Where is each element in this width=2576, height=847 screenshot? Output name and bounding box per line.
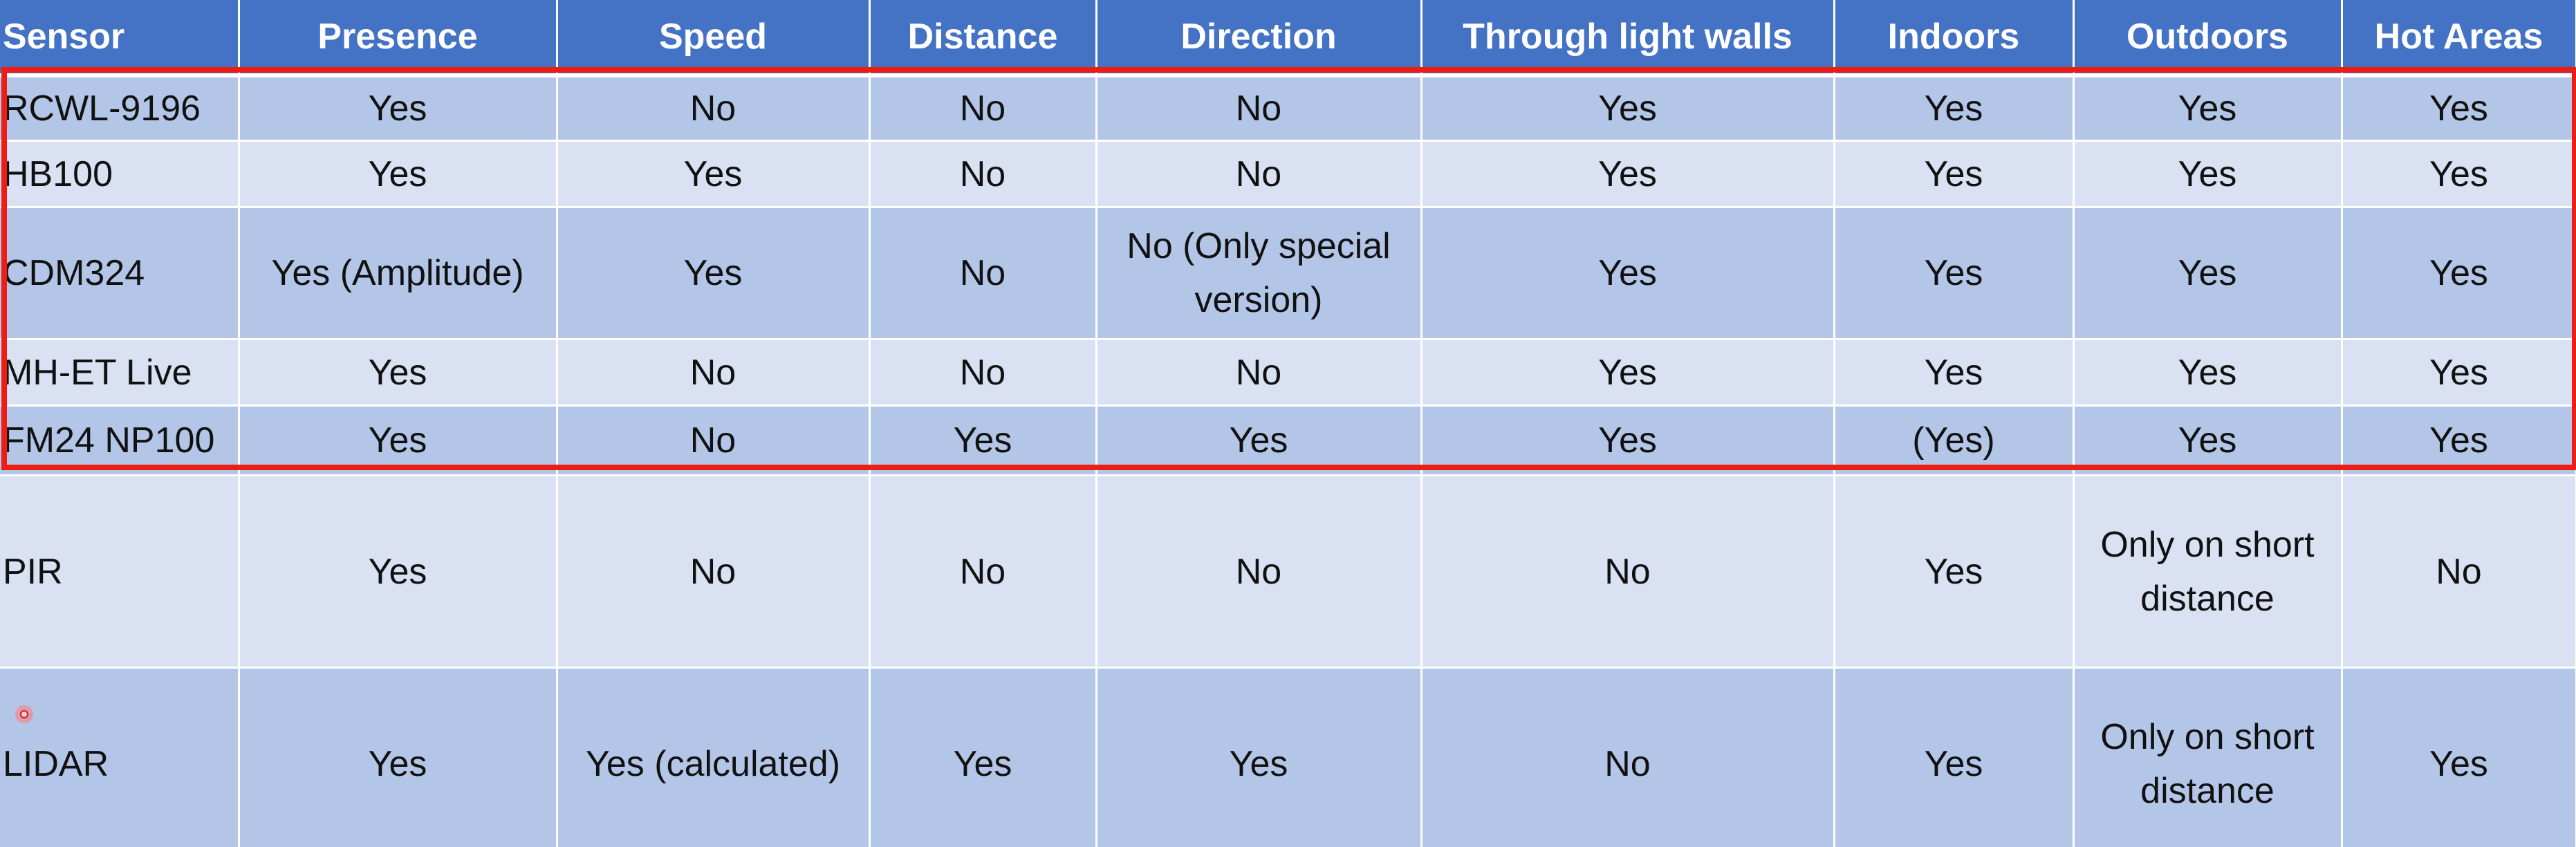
table-row: HB100 Yes Yes No No Yes Yes Yes Yes (0, 140, 2576, 208)
table-cell: No (869, 207, 1097, 340)
table-cell: Only on short distance (2073, 667, 2343, 847)
table-cell: Yes (1834, 207, 2075, 340)
column-header-distance: Distance (869, 0, 1097, 77)
table-cell: No (557, 75, 871, 142)
table-cell: Yes (1096, 405, 1423, 476)
table-cell: Yes (2342, 405, 2576, 476)
table-cell: Only on short distance (2073, 475, 2343, 669)
column-header-presence: Presence (239, 0, 558, 77)
table-cell: No (869, 140, 1097, 208)
table-cell: Yes (1421, 339, 1835, 407)
table-cell: Yes (1834, 75, 2075, 142)
table-cell: No (869, 339, 1097, 407)
table-cell: No (1096, 475, 1423, 669)
sensor-name-cell: HB100 (0, 140, 240, 208)
table-row: LIDAR Yes Yes (calculated) Yes Yes No Ye… (0, 667, 2576, 847)
sensor-name-cell: CDM324 (0, 207, 240, 340)
column-header-through-light-walls: Through light walls (1421, 0, 1835, 77)
table-cell: Yes (1096, 667, 1423, 847)
table-cell: No (557, 475, 871, 669)
table-cell: No (Only special version) (1096, 207, 1423, 340)
column-header-hot-areas: Hot Areas (2342, 0, 2576, 77)
table-cell: Yes (557, 207, 871, 340)
table-row: PIR Yes No No No No Yes Only on short di… (0, 475, 2576, 669)
table-cell: Yes (1834, 667, 2075, 847)
sensor-name-cell: RCWL-9196 (0, 75, 240, 142)
table-header-row: Sensor Presence Speed Distance Direction… (0, 0, 2576, 77)
table-cell: Yes (2342, 140, 2576, 208)
table-cell: Yes (239, 75, 558, 142)
sensor-name-cell: MH-ET Live (0, 339, 240, 407)
table-cell: Yes (1834, 339, 2075, 407)
table-cell: Yes (2073, 140, 2343, 208)
table-cell: Yes (2342, 207, 2576, 340)
column-header-direction: Direction (1096, 0, 1423, 77)
table-cell: Yes (239, 667, 558, 847)
table-cell: Yes (2073, 339, 2343, 407)
table-cell: No (1096, 339, 1423, 407)
table-cell: Yes (869, 405, 1097, 476)
table-cell: No (2342, 475, 2576, 669)
table-cell: Yes (calculated) (557, 667, 871, 847)
mouse-pointer-icon (15, 705, 33, 723)
sensor-name-cell: PIR (0, 475, 240, 669)
table-row: MH-ET Live Yes No No No Yes Yes Yes Yes (0, 339, 2576, 407)
table-cell: Yes (2342, 667, 2576, 847)
sensor-name-cell: LIDAR (0, 667, 240, 847)
table-cell: Yes (1421, 140, 1835, 208)
table-cell: Yes (239, 339, 558, 407)
table-cell: Yes (2073, 75, 2343, 142)
table-cell: No (869, 475, 1097, 669)
table-row: RCWL-9196 Yes No No No Yes Yes Yes Yes (0, 75, 2576, 142)
table-cell: Yes (2342, 75, 2576, 142)
table-cell: Yes (1421, 405, 1835, 476)
table-cell: Yes (2073, 405, 2343, 476)
table-cell: (Yes) (1834, 405, 2075, 476)
table-row: FM24 NP100 Yes No Yes Yes Yes (Yes) Yes … (0, 405, 2576, 476)
sensor-name-cell: FM24 NP100 (0, 405, 240, 476)
table-cell: No (1096, 75, 1423, 142)
table-cell: Yes (239, 405, 558, 476)
table-cell: Yes (239, 475, 558, 669)
table-cell: Yes (Amplitude) (239, 207, 558, 340)
column-header-outdoors: Outdoors (2073, 0, 2343, 77)
table-cell: Yes (557, 140, 871, 208)
table-cell: Yes (239, 140, 558, 208)
table-cell: Yes (2342, 339, 2576, 407)
table-cell: No (1096, 140, 1423, 208)
table-cell: Yes (1834, 475, 2075, 669)
table-row: CDM324 Yes (Amplitude) Yes No No (Only s… (0, 207, 2576, 340)
table-cell: Yes (1834, 140, 2075, 208)
table-cell: Yes (2073, 207, 2343, 340)
column-header-speed: Speed (557, 0, 871, 77)
table-cell: Yes (1421, 207, 1835, 340)
table-cell: No (869, 75, 1097, 142)
column-header-indoors: Indoors (1834, 0, 2075, 77)
table-cell: No (557, 339, 871, 407)
column-header-sensor: Sensor (0, 0, 240, 77)
table-cell: No (1421, 667, 1835, 847)
table-cell: Yes (1421, 75, 1835, 142)
table-cell: No (1421, 475, 1835, 669)
table-cell: No (557, 405, 871, 476)
table-cell: Yes (869, 667, 1097, 847)
